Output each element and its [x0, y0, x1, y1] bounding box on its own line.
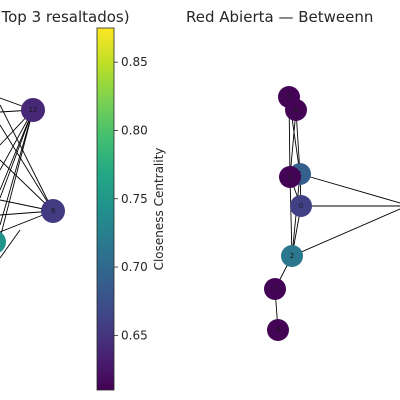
colorbar-tick-label: 0.65 [121, 328, 148, 342]
colorbar-gradient [96, 27, 115, 391]
node-circle [290, 195, 312, 217]
left-network: 12 9 [0, 97, 65, 259]
node-3: 3 [279, 166, 301, 188]
colorbar-tick-label: 0.80 [121, 123, 148, 137]
node-circle [21, 98, 45, 122]
right-nodes: 5 6 1 3 0 2 7 [264, 86, 312, 341]
colorbar-label: Closeness Centrality [152, 148, 166, 271]
node-label: 2 [290, 252, 294, 260]
node-2: 2 [281, 245, 303, 267]
node-7: 7 [264, 278, 286, 300]
node-circle [281, 245, 303, 267]
edge [0, 229, 21, 259]
node-circle [279, 166, 301, 188]
node-circle [267, 319, 289, 341]
edge [0, 104, 54, 212]
node-partial [0, 231, 6, 253]
node-8: 8 [267, 319, 289, 341]
node-circle [264, 278, 286, 300]
node-6: 6 [285, 99, 307, 121]
colorbar-tick-label: 0.85 [121, 55, 148, 69]
colorbar-tick-label: 0.75 [121, 192, 148, 206]
edge [0, 124, 54, 212]
right-panel-title: Red Abierta — Betweenn [186, 8, 373, 26]
node-0: 0 [290, 195, 312, 217]
node-circle [41, 199, 65, 223]
edge [0, 109, 34, 226]
edge [289, 109, 297, 178]
node-label: 3 [288, 173, 292, 181]
node-label: 12 [29, 106, 38, 114]
edge [0, 109, 34, 191]
edge [291, 208, 400, 257]
edge [289, 176, 293, 257]
node-9: 9 [41, 199, 65, 223]
node-label: 6 [294, 106, 299, 114]
node-label: 8 [276, 326, 280, 334]
colorbar-ticks: 0.65 0.70 0.75 0.80 0.85 [114, 55, 148, 342]
edge [0, 109, 34, 239]
node-circle [0, 231, 6, 253]
node-label: 5 [287, 93, 291, 101]
left-panel-title: y (Top 3 resaltados) [0, 8, 130, 26]
edge [299, 173, 400, 204]
left-nodes: 12 9 [0, 98, 65, 253]
node-12: 12 [21, 98, 45, 122]
node-label: 9 [51, 207, 55, 215]
left-edges [0, 97, 54, 259]
node-circle [285, 99, 307, 121]
right-network: 5 6 1 3 0 2 7 [264, 86, 400, 341]
edge [0, 109, 34, 199]
node-label: 7 [273, 285, 277, 293]
colorbar: 0.65 0.70 0.75 0.80 0.85 Closeness Centralit… [96, 27, 166, 391]
colorbar-tick-label: 0.70 [121, 260, 148, 274]
node-label: 0 [299, 202, 303, 210]
